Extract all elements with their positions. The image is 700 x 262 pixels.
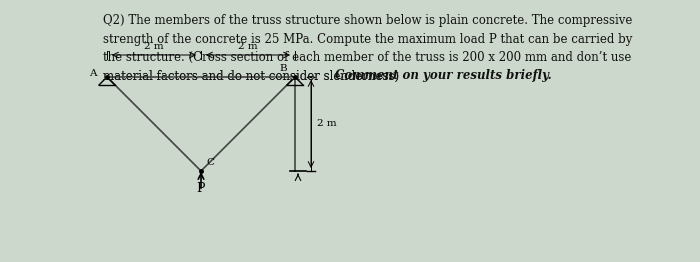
Text: material factors and do not consider slenderness) Comment on your results briefl: material factors and do not consider sle…	[103, 69, 598, 83]
Text: strength of the concrete is 25 MPa. Compute the maximum load P that can be carri: strength of the concrete is 25 MPa. Comp…	[103, 32, 632, 46]
Text: Comment on your results briefly.: Comment on your results briefly.	[335, 69, 552, 83]
Text: material factors and do not consider slenderness): material factors and do not consider sle…	[103, 69, 403, 83]
Text: P: P	[197, 182, 205, 195]
Text: the structure. (Cross section of each member of the truss is 200 x 200 mm and do: the structure. (Cross section of each me…	[103, 51, 631, 64]
Text: Q2) The members of the truss structure shown below is plain concrete. The compre: Q2) The members of the truss structure s…	[103, 14, 632, 27]
Text: 2 m: 2 m	[238, 42, 258, 51]
Text: 2 m: 2 m	[317, 119, 337, 128]
Text: material factors and do not consider slenderness): material factors and do not consider sle…	[103, 69, 403, 83]
Text: B: B	[279, 64, 287, 73]
Text: C: C	[206, 158, 214, 167]
Text: A: A	[90, 69, 97, 79]
Text: 2 m: 2 m	[144, 42, 164, 51]
